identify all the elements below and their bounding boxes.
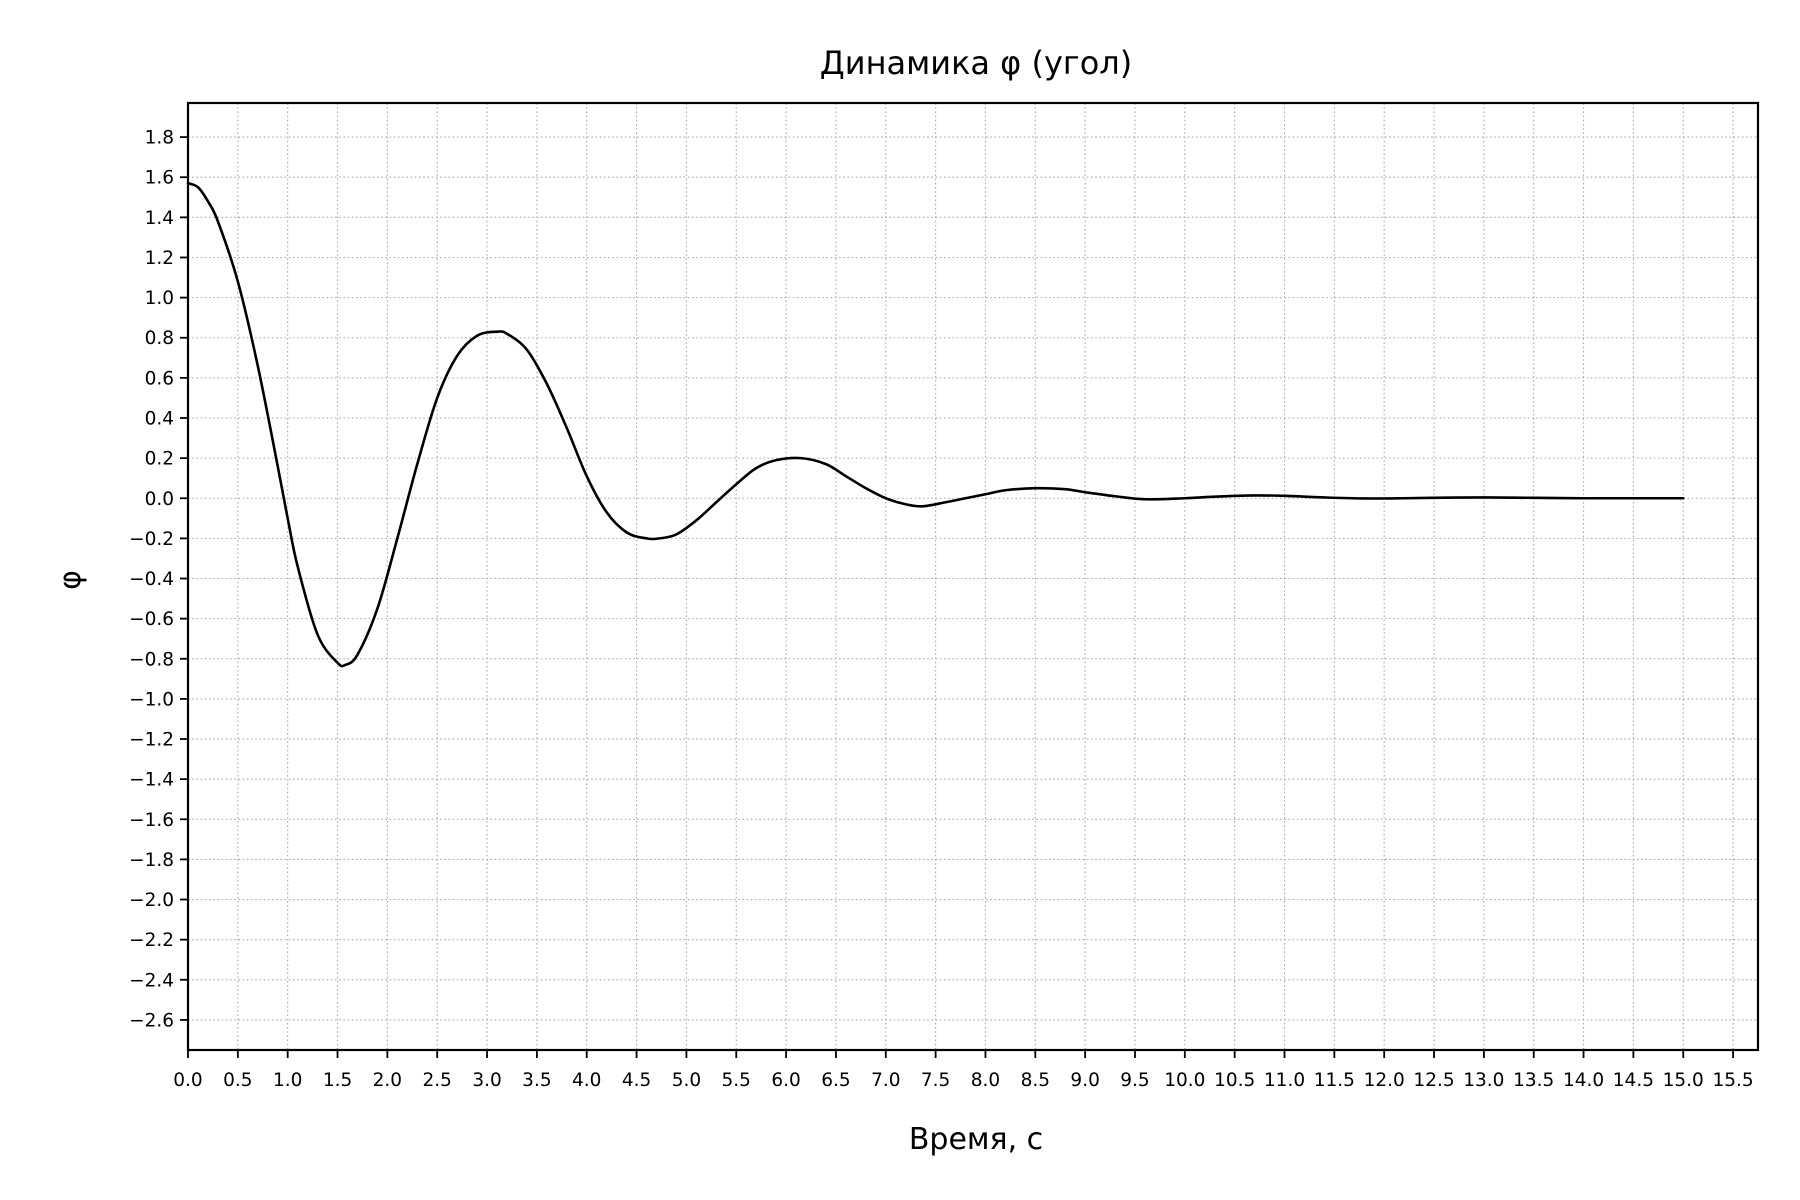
y-tick-label: −0.6 — [129, 609, 174, 630]
y-axis-label: φ — [53, 570, 88, 590]
x-tick-label: 0.5 — [223, 1070, 252, 1091]
x-tick-label: 5.5 — [722, 1070, 751, 1091]
y-tick-label: 1.2 — [145, 248, 174, 269]
x-tick-label: 6.5 — [821, 1070, 850, 1091]
chart-title: Динамика φ (угол) — [820, 44, 1132, 82]
y-tick-label: −2.6 — [129, 1010, 174, 1031]
y-tick-label: −0.4 — [129, 569, 174, 590]
x-tick-label: 12.0 — [1364, 1070, 1405, 1091]
x-tick-label: 0.0 — [173, 1070, 202, 1091]
y-tick-label: 1.0 — [145, 288, 174, 309]
x-tick-label: 12.5 — [1413, 1070, 1454, 1091]
y-tick-label: −1.0 — [129, 689, 174, 710]
x-tick-label: 9.0 — [1070, 1070, 1099, 1091]
x-tick-label: 10.5 — [1214, 1070, 1255, 1091]
x-tick-label: 7.0 — [871, 1070, 900, 1091]
y-tick-label: −2.2 — [129, 930, 174, 951]
x-tick-label: 11.5 — [1314, 1070, 1355, 1091]
x-tick-label: 15.5 — [1712, 1070, 1753, 1091]
x-tick-label: 4.0 — [572, 1070, 601, 1091]
y-tick-label: −0.8 — [129, 649, 174, 670]
plot-area-frame — [186, 101, 1760, 1052]
series-line-0 — [186, 181, 1685, 668]
y-tick-label: −2.0 — [129, 890, 174, 911]
y-tick-label: 0.6 — [145, 368, 174, 389]
y-tick-label: 0.8 — [145, 328, 174, 349]
x-tick-label: 6.0 — [771, 1070, 800, 1091]
x-tick-label: 14.5 — [1613, 1070, 1654, 1091]
x-tick-label: 11.0 — [1264, 1070, 1305, 1091]
x-tick-label: 14.0 — [1563, 1070, 1604, 1091]
y-tick-label: −2.4 — [129, 970, 174, 991]
x-tick-label: 2.5 — [422, 1070, 451, 1091]
y-tick-label: 1.4 — [145, 208, 174, 229]
x-tick-label: 13.0 — [1463, 1070, 1504, 1091]
y-tick-label: 0.4 — [145, 408, 174, 429]
x-tick-label: 7.5 — [921, 1070, 950, 1091]
x-tick-label: 3.5 — [522, 1070, 551, 1091]
x-tick-label: 3.0 — [472, 1070, 501, 1091]
x-axis-ticks: 0.0 0.5 1.0 1.5 2.0 2.5 3.0 3.5 4.0 4.5 5.0 5.5 6.0 6… — [173, 1050, 1754, 1091]
x-tick-label: 8.0 — [971, 1070, 1000, 1091]
x-tick-label: 1.5 — [323, 1070, 352, 1091]
grid — [187, 103, 1758, 1050]
x-axis-label: Время, с — [909, 1122, 1043, 1157]
y-tick-label: −1.2 — [129, 730, 174, 751]
x-tick-label: 1.0 — [273, 1070, 302, 1091]
y-tick-label: 1.6 — [145, 168, 174, 189]
x-tick-label: 4.5 — [622, 1070, 651, 1091]
x-tick-label: 13.5 — [1513, 1070, 1554, 1091]
y-tick-label: −1.8 — [129, 850, 174, 871]
x-tick-label: 9.5 — [1120, 1070, 1149, 1091]
x-tick-label: 5.0 — [672, 1070, 701, 1091]
y-tick-label: 0.2 — [145, 449, 174, 470]
series-layer — [186, 181, 1685, 668]
y-tick-label: −1.6 — [129, 810, 174, 831]
x-tick-label: 8.5 — [1021, 1070, 1050, 1091]
y-tick-label: 0.0 — [145, 489, 174, 510]
y-axis-ticks: 1.8 1.6 1.4 1.2 1.0 0.8 0.6 0.4 0.2 0.0 −0.2 −0.4 −0… — [129, 128, 188, 1031]
y-tick-label: 1.8 — [145, 128, 174, 149]
x-tick-label: 10.0 — [1164, 1070, 1205, 1091]
y-tick-label: −1.4 — [129, 770, 174, 791]
x-tick-label: 15.0 — [1663, 1070, 1704, 1091]
y-tick-label: −0.2 — [129, 529, 174, 550]
x-tick-label: 2.0 — [373, 1070, 402, 1091]
